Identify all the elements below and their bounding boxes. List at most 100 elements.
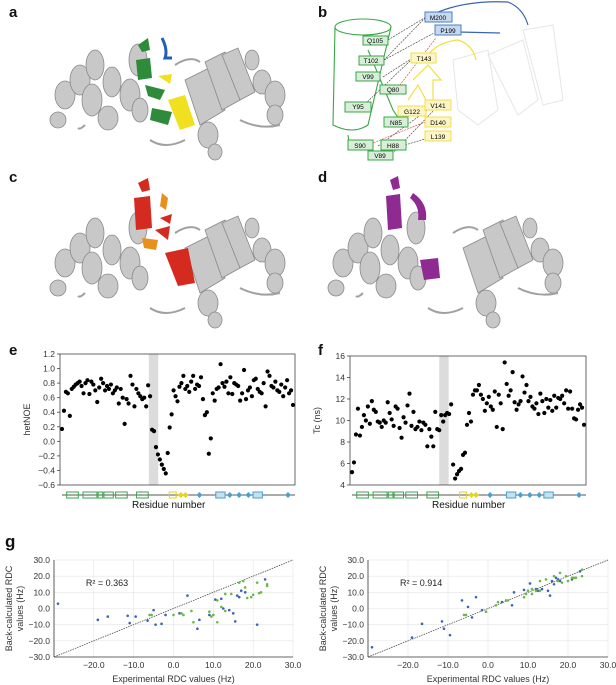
- svg-text:S90: S90: [354, 143, 366, 150]
- protein-cartoon-a: [49, 37, 286, 161]
- panel-label-d: d: [318, 169, 328, 186]
- svg-text:20.0: 20.0: [560, 660, 577, 670]
- svg-text:Q80: Q80: [387, 87, 400, 94]
- svg-text:0.0: 0.0: [43, 436, 55, 446]
- svg-text:−0.6: −0.6: [38, 480, 55, 490]
- svg-text:10.0: 10.0: [33, 587, 50, 597]
- svg-text:4: 4: [340, 480, 345, 490]
- chart-hetnoe: 1.2 1.0 0.8 0.6 0.4 0.2 0.0 −0.2 −0.4 −0.6 hetNOE: [22, 349, 296, 499]
- svg-text:0.2: 0.2: [43, 422, 55, 432]
- svg-text:−10.0: −10.0: [342, 620, 364, 630]
- svg-text:−20.0: −20.0: [28, 636, 50, 646]
- svg-text:1.2: 1.2: [43, 349, 55, 359]
- panel-label-b: b: [318, 4, 328, 21]
- svg-text:T143: T143: [417, 56, 432, 63]
- svg-text:Experimental RDC values (Hz): Experimental RDC values (Hz): [112, 674, 235, 684]
- svg-text:−0.2: −0.2: [38, 451, 55, 461]
- svg-text:10.0: 10.0: [205, 660, 222, 670]
- residue-box-G122: G122: [397, 105, 427, 117]
- x-axis-label-f: Residue number: [432, 500, 506, 511]
- residue-box-M200: M200: [424, 11, 453, 23]
- residue-box-P199: P199: [434, 24, 462, 36]
- svg-text:0.0: 0.0: [482, 660, 494, 670]
- svg-text:16: 16: [336, 351, 346, 361]
- residue-box-V99: V99: [355, 71, 381, 82]
- svg-text:values (Hz): values (Hz): [15, 586, 25, 632]
- svg-text:Experimental RDC values (Hz): Experimental RDC values (Hz): [427, 674, 550, 684]
- topology-diagram-b: M200 P199 Q105 T102 V99 Q80 Y95 N85 S90 …: [332, 1, 564, 161]
- svg-text:10.0: 10.0: [520, 660, 537, 670]
- panel-label-a: a: [9, 4, 18, 21]
- svg-text:−0.4: −0.4: [38, 465, 55, 475]
- green-highlight: [136, 38, 172, 125]
- svg-text:0.0: 0.0: [352, 604, 364, 614]
- svg-text:30.0: 30.0: [285, 660, 302, 670]
- svg-text:0.0: 0.0: [38, 604, 50, 614]
- residue-box-V141: V141: [424, 99, 452, 111]
- svg-text:V89: V89: [374, 153, 386, 160]
- panel-label-f: f: [318, 342, 323, 359]
- residue-box-Q105: Q105: [362, 35, 389, 46]
- residue-box-S90: S90: [347, 139, 374, 151]
- protein-cartoon-d: [327, 176, 564, 329]
- svg-text:20.0: 20.0: [347, 571, 364, 581]
- svg-text:L139: L139: [431, 134, 446, 141]
- panel-label-e: e: [9, 342, 18, 359]
- svg-text:R² = 0.914: R² = 0.914: [400, 578, 442, 588]
- svg-text:0.0: 0.0: [168, 660, 180, 670]
- svg-text:N85: N85: [390, 120, 402, 127]
- svg-text:Back-calculated RDC: Back-calculated RDC: [4, 565, 14, 651]
- svg-text:−10.0: −10.0: [437, 660, 459, 670]
- residue-box-Q80: Q80: [379, 84, 407, 95]
- panel-label-c: c: [9, 169, 18, 186]
- svg-text:hetNOE: hetNOE: [22, 403, 32, 435]
- svg-text:−30.0: −30.0: [28, 652, 50, 662]
- svg-text:30.0: 30.0: [600, 660, 616, 670]
- svg-text:−20.0: −20.0: [83, 660, 105, 670]
- svg-text:10.0: 10.0: [347, 587, 364, 597]
- svg-text:−10.0: −10.0: [123, 660, 145, 670]
- svg-text:−20.0: −20.0: [397, 660, 419, 670]
- residue-box-D140: D140: [424, 116, 452, 128]
- svg-text:−20.0: −20.0: [342, 636, 364, 646]
- blue-highlight: [160, 37, 172, 60]
- residue-box-V89: V89: [367, 150, 394, 161]
- svg-text:D140: D140: [430, 120, 446, 127]
- svg-text:V99: V99: [362, 74, 374, 81]
- residue-box-H88: H88: [380, 139, 407, 151]
- svg-text:T102: T102: [364, 58, 379, 65]
- svg-text:8: 8: [340, 437, 345, 447]
- svg-text:values (Hz): values (Hz): [329, 586, 339, 632]
- svg-text:M200: M200: [430, 15, 447, 22]
- residue-box-L139: L139: [424, 130, 452, 142]
- svg-text:0.6: 0.6: [43, 393, 55, 403]
- panel-label-g: g: [5, 532, 16, 551]
- protein-cartoon-c: [49, 178, 286, 329]
- svg-text:Back-calculated RDC: Back-calculated RDC: [318, 565, 328, 651]
- svg-text:6: 6: [340, 459, 345, 469]
- svg-text:30.0: 30.0: [33, 555, 50, 565]
- residue-box-Y95: Y95: [344, 101, 372, 113]
- svg-text:10: 10: [336, 416, 346, 426]
- svg-text:14: 14: [336, 373, 346, 383]
- svg-text:Q105: Q105: [367, 38, 383, 45]
- svg-text:H88: H88: [387, 143, 399, 150]
- svg-text:R² = 0.363: R² = 0.363: [86, 578, 128, 588]
- svg-text:−10.0: −10.0: [28, 620, 50, 630]
- svg-text:−30.0: −30.0: [342, 652, 364, 662]
- residue-box-T143: T143: [410, 52, 437, 64]
- protein-structures: [49, 37, 564, 329]
- chart-tc: 16 14 12 10 8 6 4 Tc (ns): [312, 351, 587, 499]
- svg-text:0.4: 0.4: [43, 407, 55, 417]
- svg-text:Y95: Y95: [352, 104, 364, 111]
- svg-text:V141: V141: [430, 103, 446, 110]
- svg-text:Tc (ns): Tc (ns): [312, 407, 322, 434]
- svg-text:G122: G122: [404, 109, 420, 116]
- svg-text:30.0: 30.0: [347, 555, 364, 565]
- svg-text:P199: P199: [440, 28, 456, 35]
- x-axis-label-e: Residue number: [132, 500, 206, 511]
- svg-text:20.0: 20.0: [245, 660, 262, 670]
- svg-text:20.0: 20.0: [33, 571, 50, 581]
- chart-rdc-right: 30.0 20.0 10.0 0.0 −10.0 −20.0 −30.0 −20.0 −10.0…: [318, 555, 616, 684]
- residue-box-T102: T102: [358, 55, 385, 66]
